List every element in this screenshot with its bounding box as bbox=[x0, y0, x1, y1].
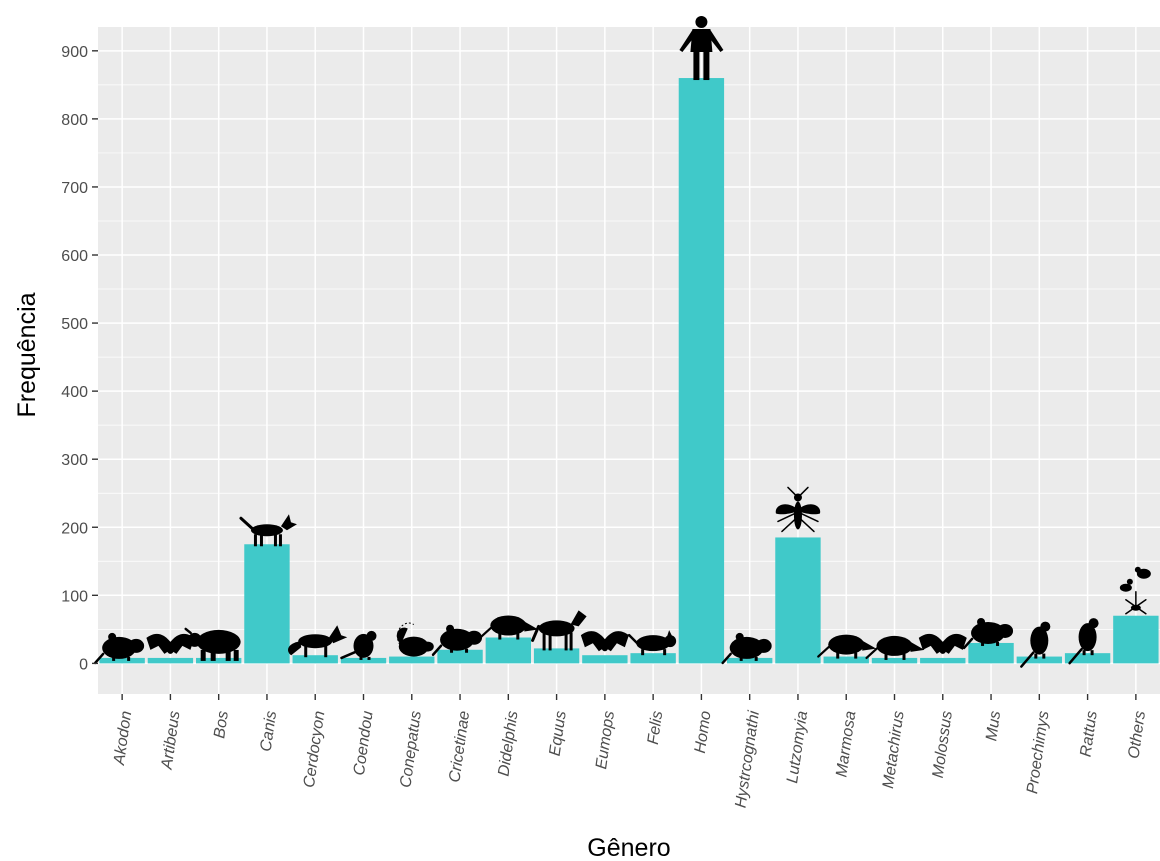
x-tick-label: Others bbox=[1126, 710, 1150, 760]
bar-conepatus bbox=[389, 656, 435, 664]
bar-icon-homo bbox=[679, 16, 724, 81]
bar-icon-metachirus bbox=[865, 635, 925, 660]
y-tick-label: 100 bbox=[61, 588, 88, 605]
y-tick-label: 400 bbox=[61, 384, 88, 401]
y-tick-label: 0 bbox=[79, 656, 88, 673]
x-tick-label: Rattus bbox=[1078, 710, 1101, 758]
bar-rattus bbox=[1064, 653, 1111, 664]
y-tick-label: 600 bbox=[61, 248, 88, 265]
bar-icon-lutzomyia bbox=[775, 486, 821, 533]
bar-canis bbox=[244, 544, 290, 664]
bar-icon-akodon bbox=[93, 632, 145, 665]
bar-hystrcognathi bbox=[726, 657, 773, 664]
bar-icon-proechimys bbox=[1020, 621, 1051, 668]
x-tick-label: Canis bbox=[258, 710, 281, 753]
x-tick-label: Akodon bbox=[111, 710, 136, 767]
x-tick-label: Marmosa bbox=[833, 710, 859, 778]
bar-icon-others bbox=[1119, 566, 1151, 615]
x-tick-label: Eumops bbox=[593, 710, 618, 770]
x-tick-label: Equus bbox=[547, 710, 570, 757]
bar-icon-bos bbox=[184, 627, 241, 661]
x-tick-label: Felis bbox=[645, 710, 667, 746]
bar-icon-rattus bbox=[1068, 618, 1099, 665]
silhouette-icons bbox=[93, 16, 1151, 668]
bar-eumops bbox=[582, 655, 628, 664]
y-tick-label: 300 bbox=[61, 452, 88, 469]
x-tick-label: Conepatus bbox=[397, 710, 425, 789]
bar-cerdocyon bbox=[292, 655, 338, 664]
bar-icon-canis bbox=[239, 514, 297, 547]
bar-icon-conepatus bbox=[396, 622, 434, 657]
bar-cricetinae bbox=[437, 649, 483, 664]
bar-proechimys bbox=[1016, 656, 1063, 664]
bar-bos bbox=[195, 657, 242, 664]
bar-marmosa bbox=[823, 656, 869, 664]
x-tick-label: Hystrcognathi bbox=[732, 709, 763, 809]
bar-artibeus bbox=[147, 657, 194, 664]
bar-icon-marmosa bbox=[817, 634, 877, 659]
bar-icon-eumops bbox=[580, 631, 629, 652]
x-tick-label: Proechimys bbox=[1024, 710, 1052, 795]
bar-akodon bbox=[99, 657, 145, 664]
bars bbox=[99, 78, 1159, 664]
x-tick-label: Homo bbox=[692, 710, 715, 755]
bar-icon-artibeus bbox=[146, 633, 195, 654]
bar-icon-cerdocyon bbox=[287, 625, 348, 658]
bar-molossus bbox=[920, 657, 966, 664]
bar-coendou bbox=[340, 657, 387, 664]
x-tick-label: Metachirus bbox=[880, 710, 908, 790]
y-tick-label: 900 bbox=[61, 44, 88, 61]
y-tick-label: 800 bbox=[61, 112, 88, 129]
x-tick-label: Coendou bbox=[351, 710, 377, 777]
y-tick-label: 200 bbox=[61, 520, 88, 537]
bar-icon-equus bbox=[531, 610, 587, 651]
grid-lines bbox=[98, 27, 1160, 694]
x-tick-label: Mus bbox=[983, 710, 1004, 742]
bar-homo bbox=[678, 78, 725, 664]
bar-equus bbox=[533, 648, 580, 664]
bar-others bbox=[1113, 615, 1159, 664]
bar-icon-cricetinae bbox=[431, 624, 483, 657]
x-tick-label: Cricetinae bbox=[446, 710, 473, 784]
x-tick-label: Cerdocyon bbox=[301, 710, 329, 789]
bar-lutzomyia bbox=[775, 537, 821, 664]
y-tick-label: 500 bbox=[61, 316, 88, 333]
bar-icon-molossus bbox=[918, 633, 967, 654]
bar-icon-coendou bbox=[340, 630, 377, 660]
bar-icon-felis bbox=[627, 630, 677, 656]
x-tick-label: Molossus bbox=[930, 710, 956, 779]
bar-metachirus bbox=[871, 657, 918, 664]
bar-icon-mus bbox=[962, 617, 1014, 650]
bar-icon-didelphis bbox=[479, 615, 539, 640]
bar-didelphis bbox=[485, 637, 532, 664]
y-tick-label: 700 bbox=[61, 180, 88, 197]
x-tick-label: Lutzomyia bbox=[784, 710, 811, 785]
bar-felis bbox=[630, 653, 676, 664]
bar-mus bbox=[968, 642, 1014, 664]
x-tick-label: Bos bbox=[211, 710, 232, 740]
x-tick-label: Artibeus bbox=[158, 710, 183, 771]
x-tick-label: Didelphis bbox=[496, 710, 522, 778]
x-axis-title: Gênero bbox=[587, 834, 670, 861]
bar-icon-hystrcognathi bbox=[721, 632, 772, 665]
y-axis-title: Frequência bbox=[13, 292, 41, 417]
